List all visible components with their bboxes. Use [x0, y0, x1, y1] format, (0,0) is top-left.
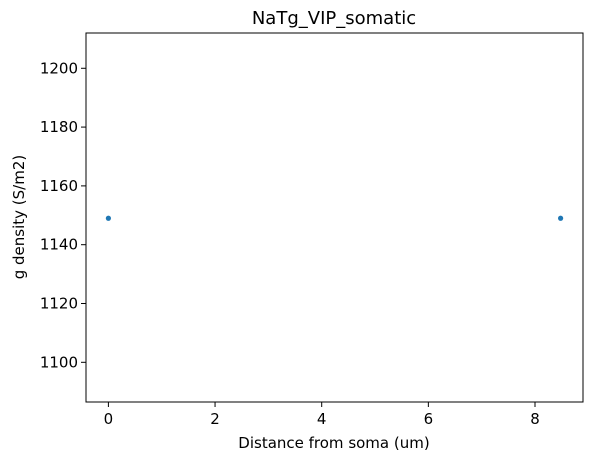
x-tick-label: 6: [424, 410, 434, 428]
x-axis-ticks: 0 2 4 6 8: [104, 402, 540, 428]
x-tick-label: 8: [530, 410, 540, 428]
chart-title: NaTg_VIP_somatic: [252, 8, 416, 29]
x-tick-label: 2: [210, 410, 220, 428]
y-tick-label: 1140: [40, 236, 78, 254]
y-tick-label: 1160: [40, 177, 78, 195]
y-tick-label: 1200: [40, 59, 78, 77]
y-axis-label: g density (S/m2): [10, 155, 28, 280]
x-tick-label: 0: [104, 410, 114, 428]
plot-area: [105, 215, 564, 221]
y-axis-ticks: 1100 1120 1140 1160 1180 1200: [40, 59, 86, 371]
x-tick-label: 4: [317, 410, 327, 428]
data-point: [105, 215, 111, 221]
data-point: [558, 215, 564, 221]
y-tick-label: 1120: [40, 295, 78, 313]
y-tick-label: 1100: [40, 353, 78, 371]
y-tick-label: 1180: [40, 118, 78, 136]
x-axis-label: Distance from soma (um): [238, 434, 429, 452]
axes-frame: [85, 32, 584, 403]
